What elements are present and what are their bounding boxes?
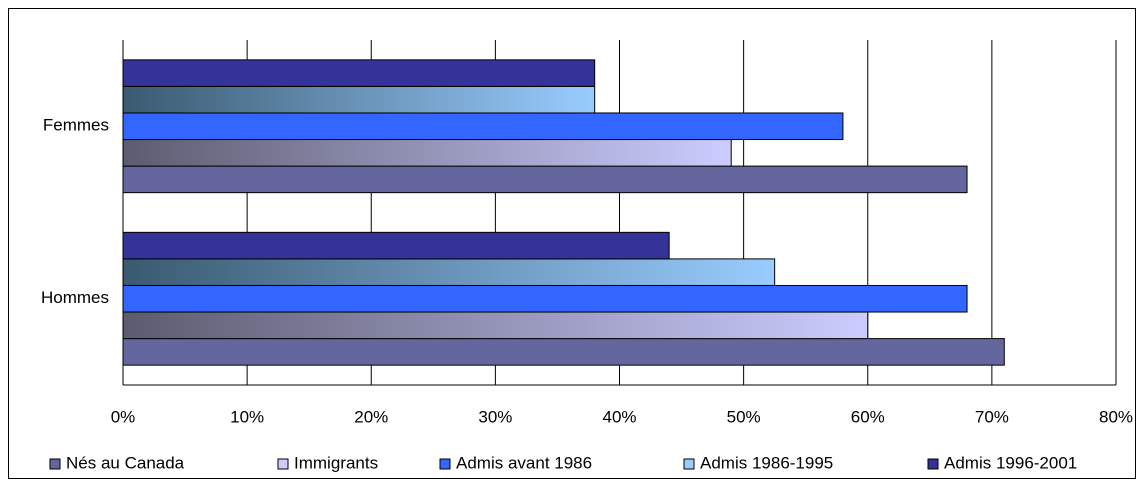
legend-label: Admis 1996-2001 — [944, 453, 1077, 472]
bar — [122, 311, 869, 340]
x-tick-label: 60% — [851, 407, 885, 426]
x-tick-label: 40% — [602, 407, 636, 426]
bar — [122, 284, 968, 313]
legend-label: Admis 1986-1995 — [700, 453, 833, 472]
x-tick-label: 80% — [1099, 407, 1133, 426]
legend-label: Nés au Canada — [66, 453, 185, 472]
bar — [122, 338, 1005, 366]
x-tick-label: 30% — [478, 407, 512, 426]
x-tick-label: 50% — [727, 407, 761, 426]
bar — [122, 85, 596, 114]
y-tick-label: Femmes — [43, 116, 109, 135]
legend-label: Admis avant 1986 — [456, 453, 592, 472]
bar — [122, 231, 670, 260]
bar — [122, 139, 732, 167]
bar — [122, 165, 968, 194]
legend-swatch — [927, 458, 939, 470]
legend-swatch — [683, 458, 695, 470]
legend-swatch — [277, 458, 289, 470]
x-tick-label: 20% — [354, 407, 388, 426]
legend-swatch — [439, 458, 451, 470]
bar — [122, 112, 844, 141]
x-tick-label: 70% — [975, 407, 1009, 426]
bar — [122, 258, 776, 286]
legend-label: Immigrants — [294, 453, 378, 472]
x-tick-label: 0% — [111, 407, 136, 426]
y-tick-label: Hommes — [41, 288, 109, 307]
bar — [122, 59, 596, 87]
legend-swatch — [49, 458, 61, 470]
x-tick-label: 10% — [230, 407, 264, 426]
